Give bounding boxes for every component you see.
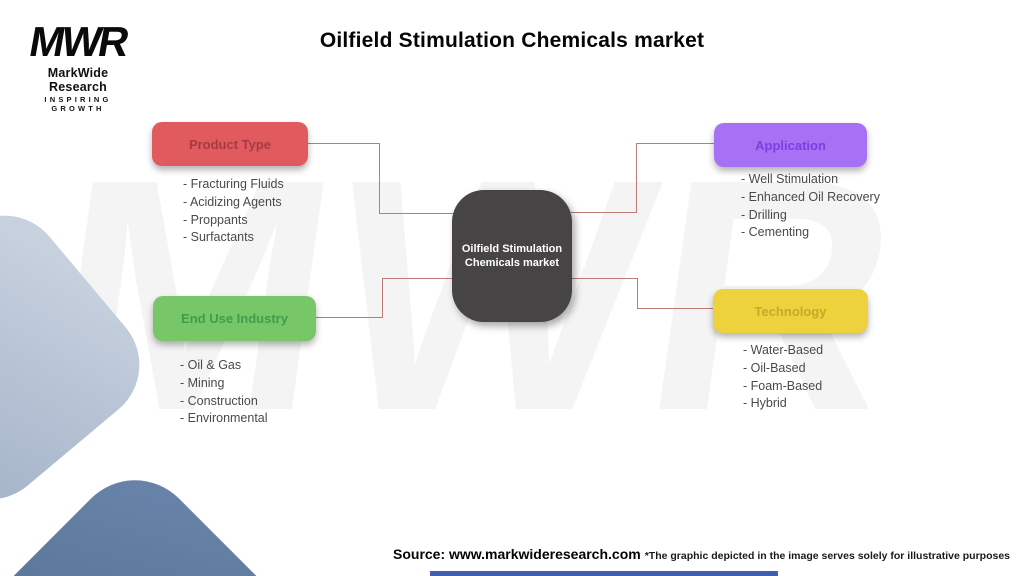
connector-segment [316, 317, 382, 318]
connector-segment [379, 213, 453, 214]
bottom-accent-bar [430, 571, 778, 576]
connector-segment [379, 143, 380, 213]
node-product-type-label: Product Type [188, 136, 272, 152]
node-technology: Technology [713, 289, 868, 333]
connector-segment [571, 278, 637, 279]
logo-tagline: INSPIRING GROWTH [44, 95, 112, 114]
connector-segment [637, 278, 638, 309]
disclaimer-text: *The graphic depicted in the image serve… [644, 550, 1010, 562]
list-item: - Environmental [180, 411, 268, 426]
technology-items: - Water-Based - Oil-Based - Foam-Based -… [743, 342, 823, 413]
node-application: Application [714, 123, 867, 167]
node-application-label: Application [755, 137, 826, 153]
center-node: Oilfield Stimulation Chemicals market [452, 190, 572, 322]
list-item: - Hybrid [743, 396, 787, 411]
markwide-logo: MWR MarkWide Research INSPIRING GROWTH [18, 18, 138, 114]
list-item: - Oil & Gas [180, 358, 242, 372]
list-item: - Oil-Based [743, 360, 806, 375]
list-item: - Fracturing Fluids [183, 177, 284, 191]
connector-segment [382, 278, 383, 318]
list-item: - Acidizing Agents [183, 194, 282, 209]
node-end-use-industry: End Use Industry [153, 296, 316, 341]
page-title: Oilfield Stimulation Chemicals market [319, 29, 705, 52]
end-use-industry-items: - Oil & Gas - Mining - Construction - En… [180, 357, 268, 428]
connector-segment [636, 143, 637, 213]
node-end-use-industry-label: End Use Industry [181, 311, 288, 326]
list-item: - Enhanced Oil Recovery [741, 189, 880, 204]
node-product-type: Product Type [152, 122, 308, 166]
application-items: - Well Stimulation - Enhanced Oil Recove… [741, 171, 880, 242]
center-node-label: Oilfield Stimulation Chemicals market [461, 243, 563, 269]
connector-segment [308, 143, 379, 144]
logo-company-name: MarkWide Research [47, 66, 109, 95]
source-text: Source: www.markwideresearch.com [393, 546, 641, 562]
connector-segment [637, 308, 713, 309]
list-item: - Construction [180, 393, 258, 408]
list-item: - Water-Based [743, 343, 824, 357]
connector-segment [636, 143, 714, 144]
connector-segment [571, 212, 636, 213]
node-technology-label: Technology [754, 303, 827, 319]
connector-segment [382, 278, 452, 279]
list-item: - Cementing [741, 225, 810, 240]
list-item: - Proppants [183, 212, 248, 227]
list-item: - Surfactants [183, 230, 254, 245]
list-item: - Drilling [741, 207, 787, 222]
product-type-items: - Fracturing Fluids - Acidizing Agents -… [183, 176, 284, 247]
list-item: - Foam-Based [743, 378, 823, 393]
list-item: - Well Stimulation [741, 172, 839, 186]
list-item: - Mining [180, 375, 225, 390]
